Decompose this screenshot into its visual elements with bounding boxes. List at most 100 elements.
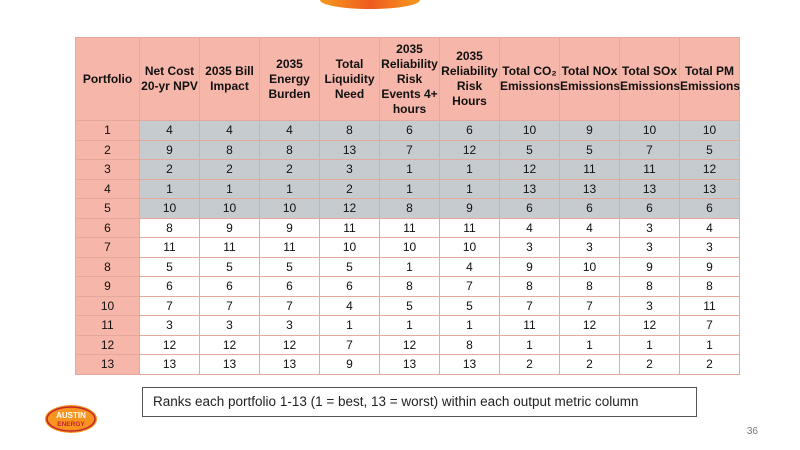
rank-cell: 12: [679, 159, 740, 180]
header-metric-3: 2035 Energy Burden: [259, 37, 320, 121]
header-line: Emissions: [620, 79, 681, 93]
logo-text-bottom: ENERGY: [57, 421, 85, 428]
portfolio-cell: 5: [75, 198, 140, 219]
austin-energy-logo-icon: AUSTIN ENERGY: [45, 405, 97, 433]
table-row: 4 1 1 1 2 1 1 13 13 13 13: [75, 178, 740, 199]
rank-cell: 11: [259, 237, 320, 258]
rank-cell: 1: [439, 178, 500, 199]
header-line: 2035: [396, 41, 423, 56]
header-portfolio: Portfolio: [75, 37, 140, 121]
rank-cell: 8: [499, 276, 560, 297]
portfolio-cell: 4: [75, 178, 140, 199]
rank-cell: 12: [559, 315, 620, 336]
rank-cell: 1: [259, 178, 320, 199]
header-line: Need: [334, 86, 365, 101]
table-row: 1 4 4 4 8 6 6 10 9 10 10: [75, 120, 740, 141]
portfolio-cell: 9: [75, 276, 140, 297]
rank-cell: 11: [499, 315, 560, 336]
rank-cell: 5: [199, 256, 260, 277]
rank-cell: 13: [439, 354, 500, 375]
rank-cell: 13: [259, 354, 320, 375]
header-line: 20-yr NPV: [141, 79, 198, 93]
header-line: 2035: [456, 49, 483, 63]
rank-cell: 5: [259, 256, 320, 277]
rank-cell: 1: [199, 178, 260, 199]
rank-cell: 2: [679, 354, 740, 375]
rank-cell: 3: [679, 237, 740, 258]
rank-cell: 5: [679, 139, 740, 160]
rank-cell: 9: [319, 354, 380, 375]
rank-cell: 4: [199, 120, 260, 141]
header-metric-4: Total Liquidity Need: [319, 37, 380, 121]
rank-cell: 10: [199, 198, 260, 219]
header-line: Reliability: [441, 64, 498, 78]
header-line: Total PM: [684, 64, 735, 78]
header-metric-5: 2035 Reliability Risk Events 4+ hours: [379, 37, 440, 121]
rank-cell: 13: [379, 354, 440, 375]
rank-cell: 6: [499, 198, 560, 219]
table-row: 8 5 5 5 5 1 4 9 10 9 9: [75, 256, 740, 277]
rank-cell: 12: [619, 315, 680, 336]
rank-cell: 6: [679, 198, 740, 219]
rank-cell: 1: [619, 334, 680, 355]
rank-cell: 7: [379, 139, 440, 160]
rank-cell: 7: [499, 295, 560, 316]
rank-cell: 8: [619, 276, 680, 297]
rank-cell: 13: [139, 354, 200, 375]
rank-cell: 11: [619, 159, 680, 180]
rank-cell: 13: [679, 178, 740, 199]
portfolio-cell: 13: [75, 354, 140, 375]
header-metric-2: 2035 Bill Impact: [199, 37, 260, 121]
rank-cell: 6: [199, 276, 260, 297]
header-row: Portfolio Net Cost 20-yr NPV 2035 Bill Impac…: [75, 37, 741, 121]
rank-cell: 1: [679, 334, 740, 355]
rank-cell: 5: [379, 295, 440, 316]
header-metric-9: Total SOx Emissions: [619, 37, 681, 121]
header-line: 2035 Bill: [205, 64, 254, 78]
rank-cell: 5: [499, 139, 560, 160]
header-line: Risk Hours: [452, 79, 487, 108]
rank-cell: 1: [139, 178, 200, 199]
rank-cell: 4: [559, 217, 620, 238]
rank-cell: 2: [259, 159, 320, 180]
rank-cell: 12: [379, 334, 440, 355]
rank-cell: 11: [559, 159, 620, 180]
rank-cell: 10: [619, 120, 680, 141]
rank-cell: 1: [379, 178, 440, 199]
rank-cell: 12: [199, 334, 260, 355]
rank-cell: 7: [259, 295, 320, 316]
rank-cell: 4: [679, 217, 740, 238]
rank-cell: 12: [139, 334, 200, 355]
portfolio-rank-table: Portfolio Net Cost 20-yr NPV 2035 Bill Impac…: [75, 37, 740, 375]
rank-cell: 5: [139, 256, 200, 277]
portfolio-cell: 7: [75, 237, 140, 258]
portfolio-cell: 8: [75, 256, 140, 277]
rank-cell: 1: [379, 315, 440, 336]
header-line: Emissions: [680, 79, 741, 93]
rank-cell: 8: [139, 217, 200, 238]
rank-cell: 4: [439, 256, 500, 277]
header-line: hours: [392, 101, 427, 116]
rank-cell: 11: [439, 217, 500, 238]
header-line: Impact: [210, 79, 249, 93]
rank-cell: 10: [319, 237, 380, 258]
rank-cell: 7: [559, 295, 620, 316]
rank-cell: 10: [439, 237, 500, 258]
header-line: Total: [335, 56, 364, 71]
table-row: 10 7 7 7 4 5 5 7 7 3 11: [75, 295, 740, 316]
header-metric-10: Total PM Emissions: [679, 37, 741, 121]
rank-cell: 10: [499, 120, 560, 141]
rank-cell: 9: [619, 256, 680, 277]
header-line: Emissions: [500, 79, 561, 93]
table-row: 13 13 13 13 9 13 13 2 2 2 2: [75, 354, 740, 375]
table-row: 3 2 2 2 3 1 1 12 11 11 12: [75, 159, 740, 180]
rank-cell: 8: [439, 334, 500, 355]
rank-cell: 8: [679, 276, 740, 297]
header-line: 2035: [276, 56, 303, 71]
rank-cell: 7: [619, 139, 680, 160]
header-line: Portfolio: [82, 71, 133, 86]
rank-cell: 13: [619, 178, 680, 199]
rank-cell: 11: [139, 237, 200, 258]
rank-cell: 4: [259, 120, 320, 141]
rank-cell: 7: [679, 315, 740, 336]
